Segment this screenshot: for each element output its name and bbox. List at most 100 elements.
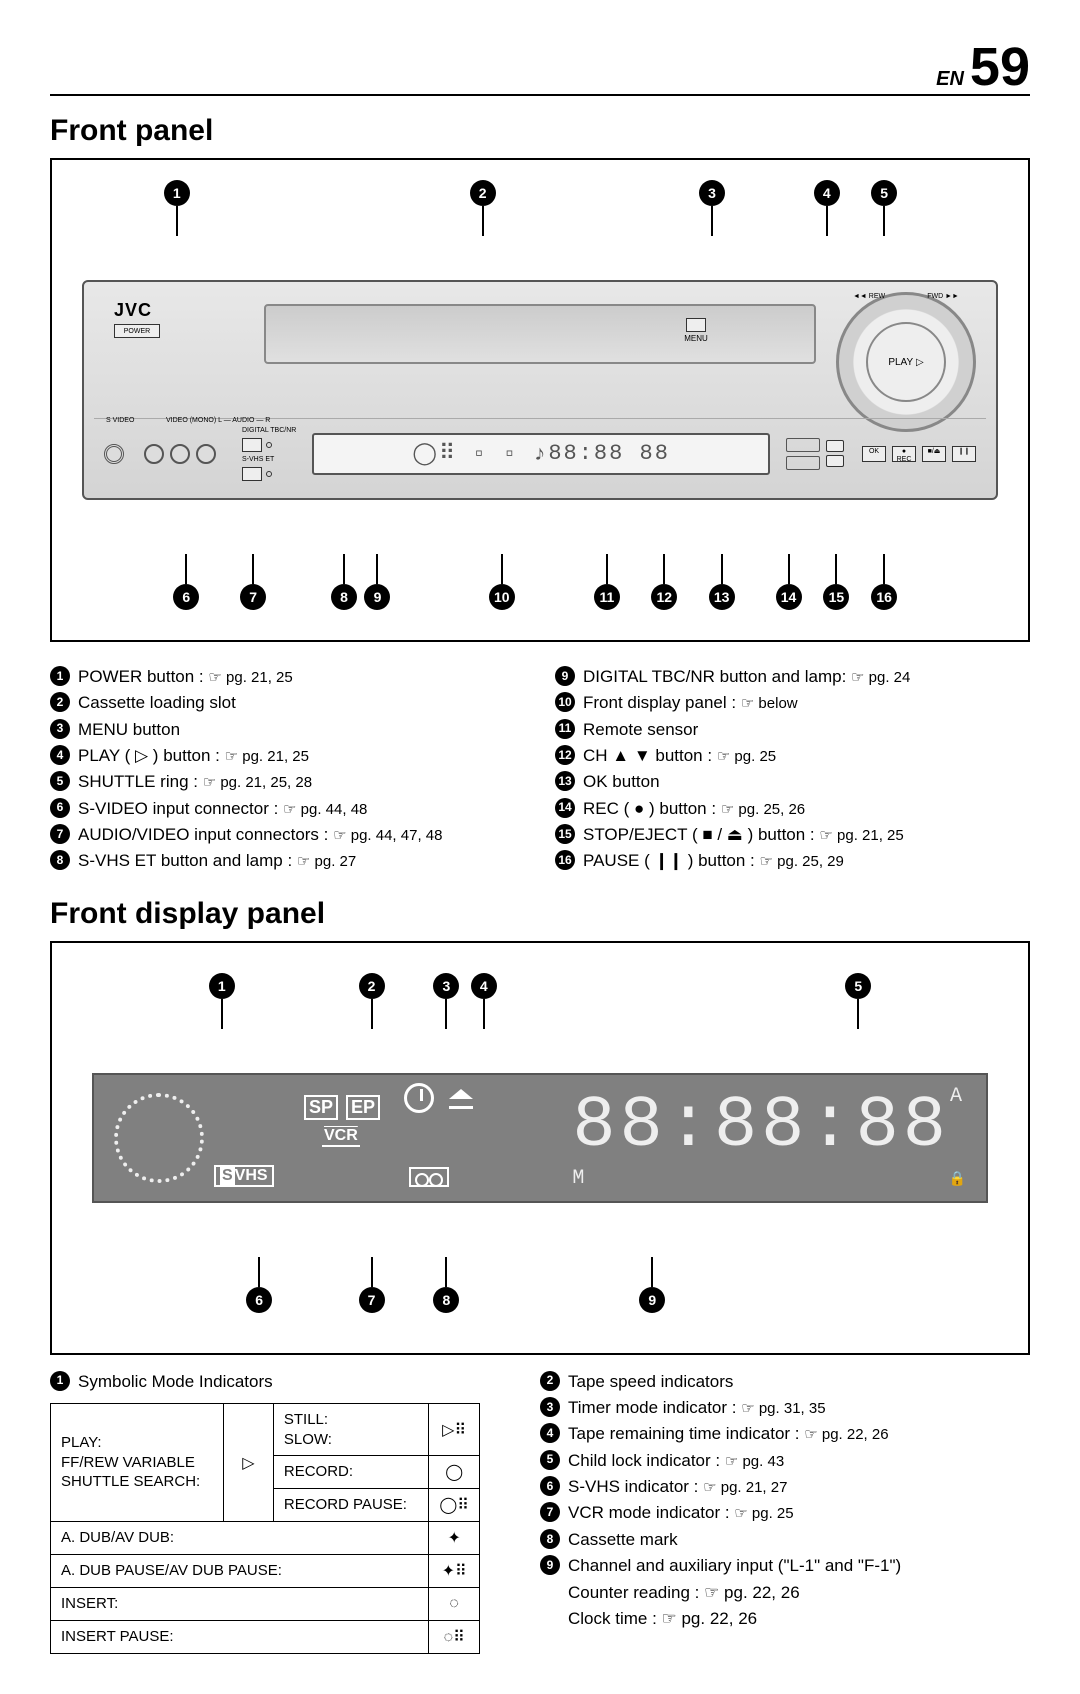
legend-number: 6 <box>50 798 70 818</box>
callout-4: 4 <box>471 973 497 1029</box>
legend-text: Cassette loading slot <box>78 690 236 716</box>
dub-icon: ✦ <box>429 1522 480 1555</box>
callout-4: 4 <box>814 180 840 236</box>
symbolic-indicators-table: PLAY: FF/REW VARIABLE SHUTTLE SEARCH: ▷ … <box>50 1403 480 1654</box>
legend-item-8: 8S-VHS ET button and lamp : ☞ pg. 27 <box>50 848 525 874</box>
tbc-lamp <box>266 442 272 448</box>
legend-text: VCR mode indicator : ☞ pg. 25 <box>568 1500 794 1526</box>
front-panel-legend: 1 POWER button : ☞ pg. 21, 25 2 Cassette lo… <box>50 664 1030 875</box>
rec-button: ●REC <box>892 446 916 462</box>
callout-number: 2 <box>359 973 385 999</box>
legend-item-4: 4 Tape remaining time indicator : ☞ pg. 2… <box>540 1421 1030 1447</box>
callout-number: 13 <box>709 584 735 610</box>
page-number: 59 <box>970 40 1030 94</box>
stop-eject-button: ■/⏏ <box>922 446 946 462</box>
legend-text: S-VHS indicator : ☞ pg. 21, 27 <box>568 1474 787 1500</box>
timer-icon <box>404 1083 434 1113</box>
callout-number: 9 <box>364 584 390 610</box>
callout-3: 3 <box>433 973 459 1029</box>
legend-text: PLAY ( ▷ ) button : ☞ pg. 21, 25 <box>78 743 309 769</box>
legend-number: 7 <box>540 1502 560 1522</box>
legend-text: STOP/EJECT ( ■ / ⏏ ) button : ☞ pg. 21, … <box>583 822 904 848</box>
legend-text: Timer mode indicator : ☞ pg. 31, 35 <box>568 1395 826 1421</box>
audio-r-jack <box>196 444 216 464</box>
record-icon: ◯ <box>429 1456 480 1489</box>
insert-icon: ◌ <box>429 1588 480 1621</box>
tbc-button <box>242 438 262 452</box>
legend-item-7: 7AUDIO/VIDEO input connectors : ☞ pg. 44… <box>50 822 525 848</box>
fdp-display: SVHS SP EP VCR 88:88:88AM 🔒 <box>92 1073 988 1203</box>
legend-number: 8 <box>540 1529 560 1549</box>
tape-remaining-icon <box>449 1089 473 1109</box>
callout-number: 16 <box>871 584 897 610</box>
pause-button: ❙❙ <box>952 446 976 462</box>
callout-number: 7 <box>359 1287 385 1313</box>
legend-text: Cassette mark <box>568 1527 678 1553</box>
callout-15: 15 <box>823 554 849 610</box>
callout-14: 14 <box>776 554 802 610</box>
callout-5: 5 <box>845 973 871 1029</box>
legend-item-3: 3Timer mode indicator : ☞ pg. 31, 35 <box>540 1395 1030 1421</box>
table-row: A. DUB PAUSE/AV DUB PAUSE: <box>51 1555 429 1588</box>
legend-number: 12 <box>555 745 575 765</box>
callout-number: 6 <box>246 1287 272 1313</box>
legend-item-11: 11Remote sensor <box>555 717 1030 743</box>
callout-number: 6 <box>173 584 199 610</box>
legend-item-6: 6 S-VIDEO input connector : ☞ pg. 44, 48 <box>50 796 525 822</box>
table-row: RECORD: <box>273 1456 429 1489</box>
legend-item-10: 10 Front display panel : ☞ below <box>555 690 1030 716</box>
fdp-legend: 1 Symbolic Mode Indicators PLAY: FF/REW … <box>50 1369 1030 1654</box>
play-icon: ▷ <box>223 1404 273 1522</box>
legend-item-12: 12CH ▲ ▼ button : ☞ pg. 25 <box>555 743 1030 769</box>
callout-6: 6 <box>173 554 199 610</box>
callout-13: 13 <box>709 554 735 610</box>
legend-number: 4 <box>540 1423 560 1443</box>
svhs-lamp <box>266 471 272 477</box>
table-row: RECORD PAUSE: <box>273 1489 429 1522</box>
play-button: PLAY ▷ <box>866 322 946 402</box>
callout-5: 5 <box>871 180 897 236</box>
shuttle-ring: ◄◄ REW FWD ►► PLAY ▷ <box>836 292 976 432</box>
legend-text: SHUTTLE ring : ☞ pg. 21, 25, 28 <box>78 769 312 795</box>
legend-number: 13 <box>555 771 575 791</box>
callout-number: 3 <box>433 973 459 999</box>
callout-2: 2 <box>470 180 496 236</box>
legend-number: 4 <box>50 745 70 765</box>
callout-2: 2 <box>359 973 385 1029</box>
callout-number: 14 <box>776 584 802 610</box>
legend-number: 2 <box>50 692 70 712</box>
callout-9: 9 <box>364 554 390 610</box>
legend-text: Front display panel : ☞ below <box>583 690 798 716</box>
still-icon: ▷⠿ <box>429 1404 480 1456</box>
vcr-logo: JVC <box>114 300 152 321</box>
table-row: A. DUB/AV DUB: <box>51 1522 429 1555</box>
callout-number: 2 <box>470 180 496 206</box>
callout-1: 1 <box>209 973 235 1029</box>
callout-number: 7 <box>240 584 266 610</box>
fdp-callouts-top: 1 2 34 5 <box>72 973 1008 1033</box>
legend-number: 16 <box>555 850 575 870</box>
legend-text: Tape remaining time indicator : ☞ pg. 22… <box>568 1421 889 1447</box>
audio-l-jack <box>170 444 190 464</box>
record-pause-icon: ◯⠿ <box>429 1489 480 1522</box>
legend-text: S-VIDEO input connector : ☞ pg. 44, 48 <box>78 796 367 822</box>
legend-item-9: 9DIGITAL TBC/NR button and lamp: ☞ pg. 2… <box>555 664 1030 690</box>
fdp-item-1: 1 Symbolic Mode Indicators <box>50 1369 510 1395</box>
legend-number: 3 <box>50 719 70 739</box>
legend-text: MENU button <box>78 717 180 743</box>
legend-item-13: 13 OK button <box>555 769 1030 795</box>
speed-indicator: SP EP <box>304 1095 380 1120</box>
vcr-bottom-row: S VIDEO VIDEO (MONO) L — AUDIO — R DIGIT… <box>94 418 986 488</box>
legend-text: POWER button : ☞ pg. 21, 25 <box>78 664 293 690</box>
callout-number: 11 <box>594 584 620 610</box>
legend-text: OK button <box>583 769 660 795</box>
remote-sensor <box>786 438 820 470</box>
channel-buttons <box>826 440 844 467</box>
callout-number: 4 <box>814 180 840 206</box>
lock-icon: 🔒 <box>949 1170 966 1187</box>
callout-9: 9 <box>639 1257 665 1313</box>
legend-number: 1 <box>50 666 70 686</box>
fdp-subline: Counter reading : ☞ pg. 22, 26 <box>540 1580 1030 1606</box>
legend-number: 10 <box>555 692 575 712</box>
svhs-indicator: SVHS <box>214 1165 274 1187</box>
